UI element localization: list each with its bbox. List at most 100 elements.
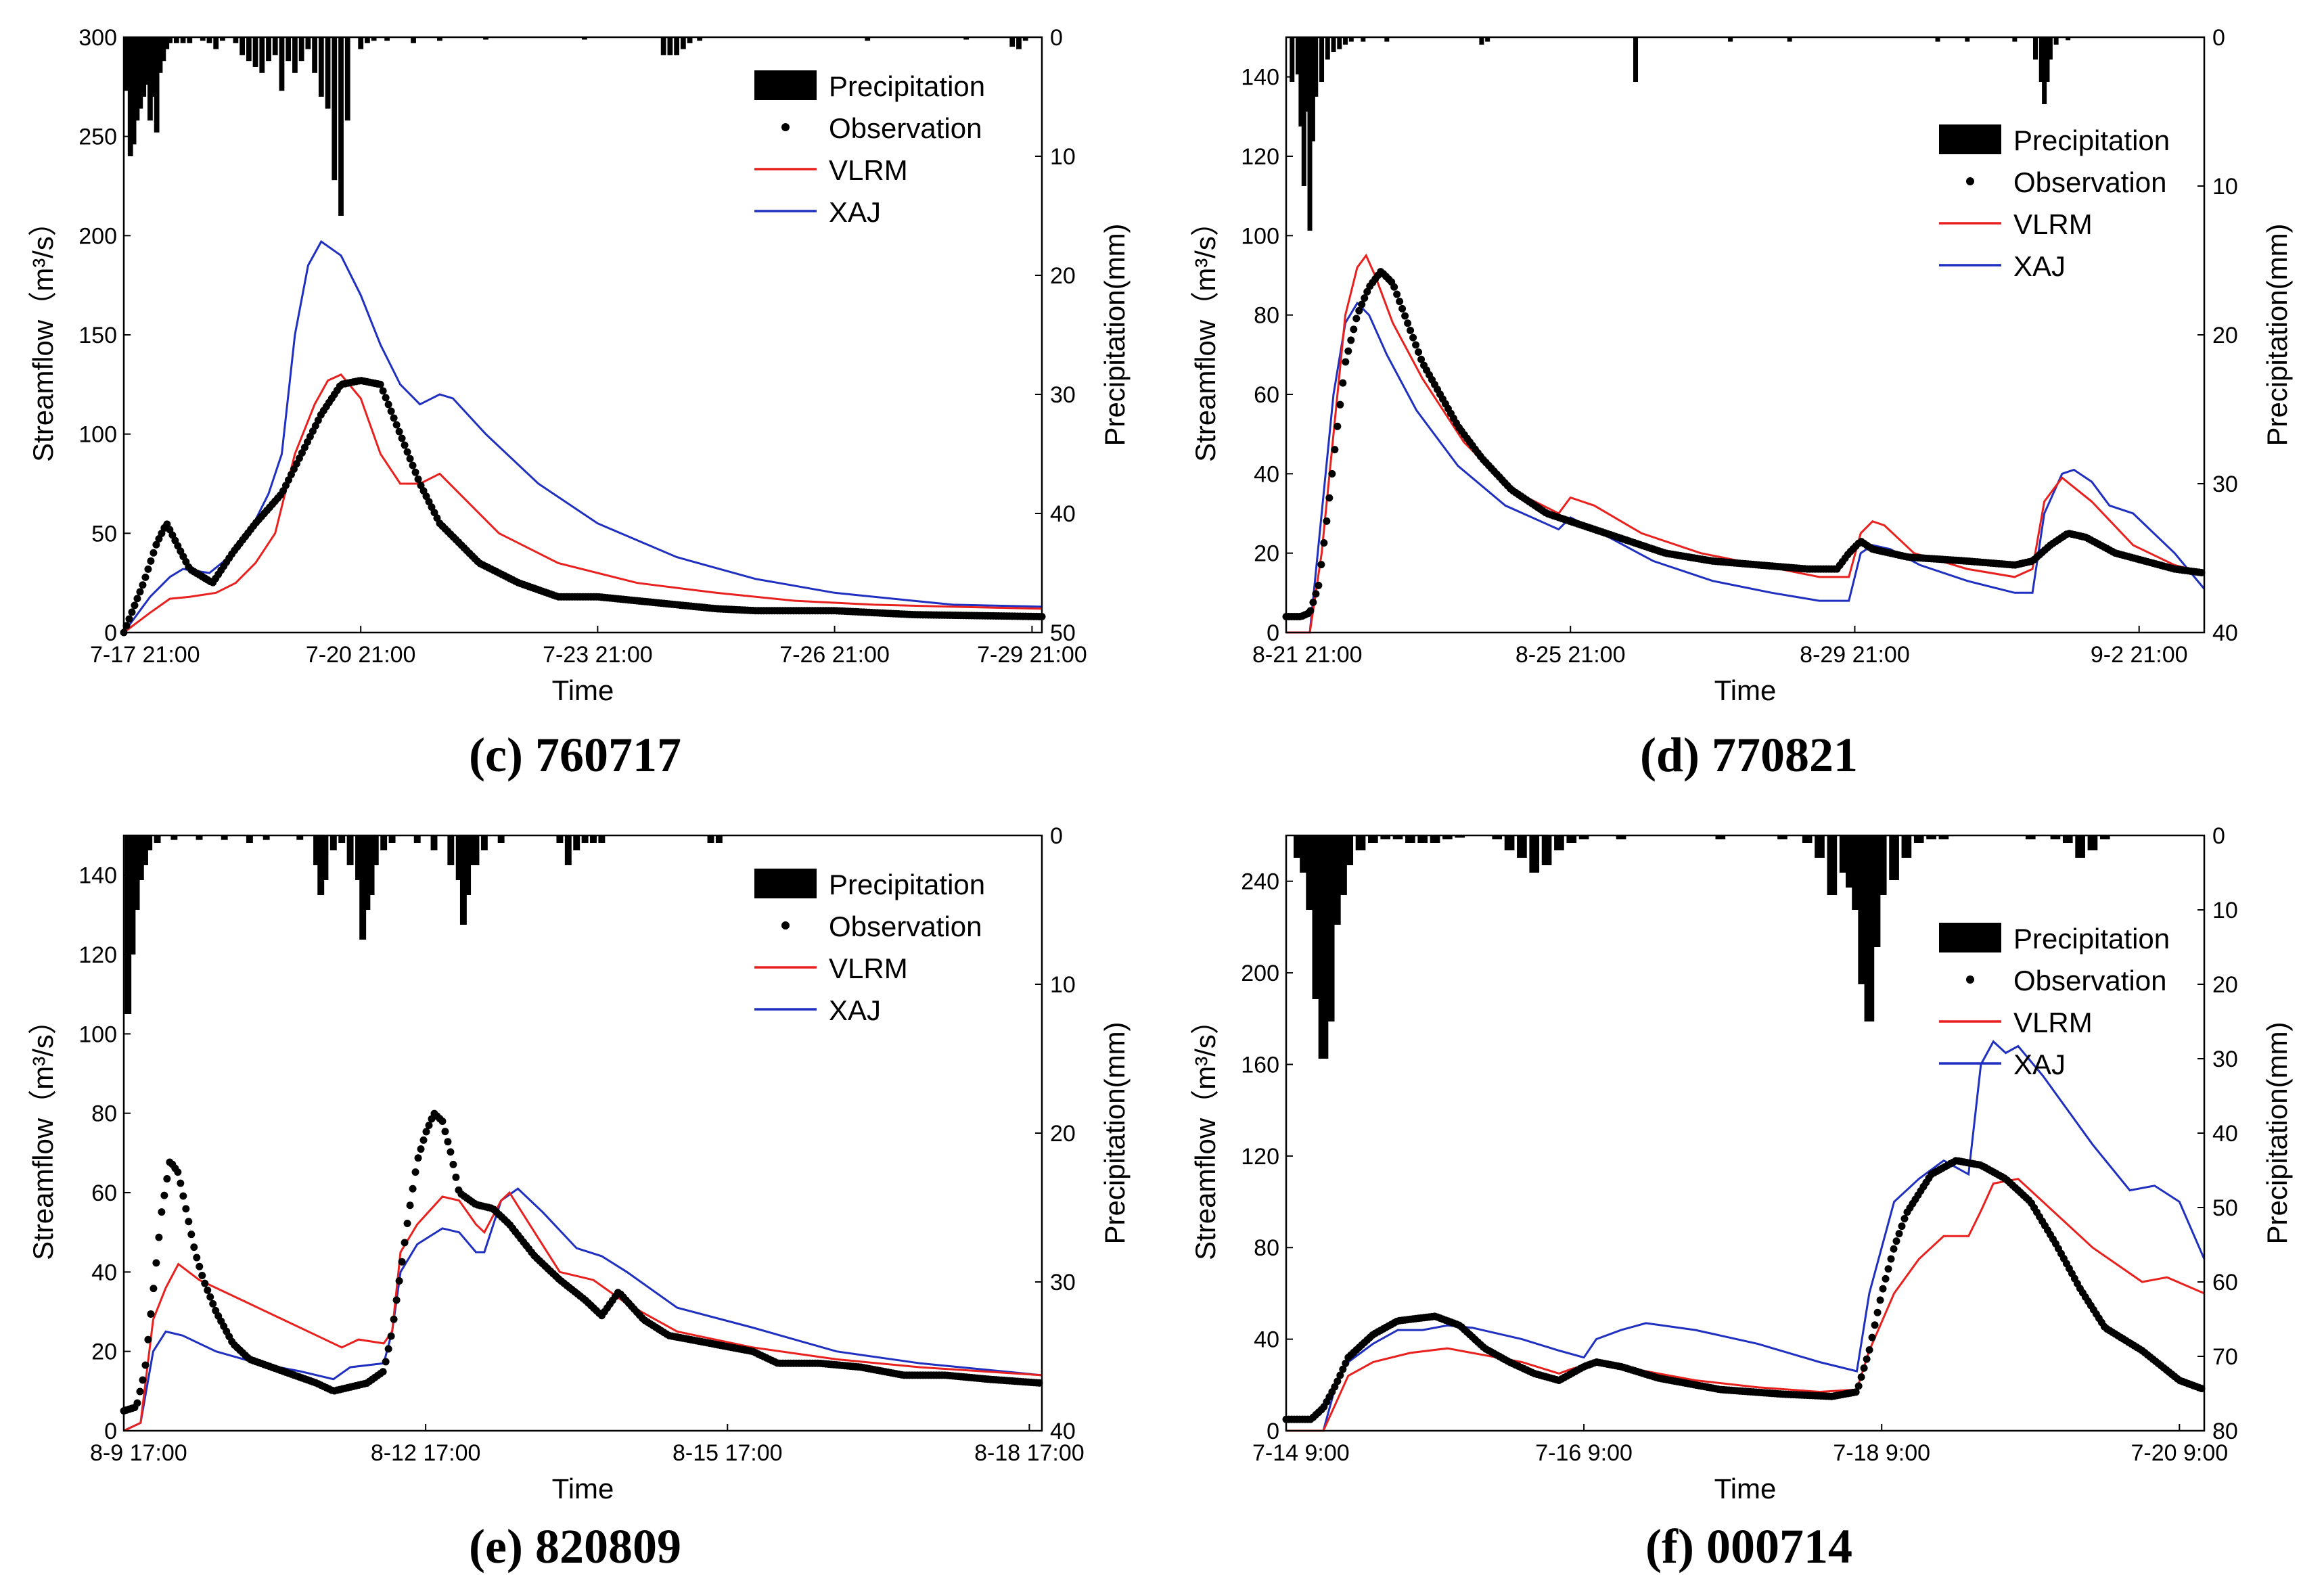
precipitation-bar [380,835,388,850]
y-tick-label: 120 [1241,144,1279,170]
precipitation-bar [1554,835,1564,850]
observation-point [1339,1365,1347,1373]
precipitation-bar [1479,37,1484,45]
observation-point [401,441,409,449]
precipitation-bar [355,835,362,880]
legend-label: XAJ [2013,1049,2066,1080]
observation-point [133,595,141,603]
observation-point [1863,1355,1871,1363]
precipitation-bar [312,37,317,73]
observation-point [398,1258,406,1266]
precipitation-bar [154,37,160,133]
precipitation-bar [1368,835,1378,843]
observation-point [1884,1265,1892,1273]
observation-point [1404,319,1412,327]
observation-point [1344,347,1352,355]
y-tick-label: 20 [1254,541,1279,567]
precipitation-bar [213,37,219,49]
vlrm-series-line [123,373,1043,634]
x-tick-label: 7-20 21:00 [306,642,416,668]
y2-tick-label: 60 [2212,1270,2238,1295]
observation-point [1417,355,1426,363]
caption-f: (f) 000714 [1645,1519,1852,1573]
precipitation-bar [338,835,346,843]
observation-point [206,1293,214,1301]
precipitation-bar [371,37,377,41]
observation-point [411,1168,419,1176]
precipitation-bar [707,835,714,843]
precipitation-bar [1313,37,1319,97]
xaj-series-line [122,239,1043,633]
observation-point [201,1279,209,1287]
precipitation-bar [180,37,186,43]
legend-swatch-precipitation [1939,923,2001,952]
legend-swatch-precipitation [754,70,817,100]
observation-point [403,1220,411,1228]
observation-point [1409,334,1417,342]
precipitation-bar [1301,37,1306,186]
precipitation-bar [1337,37,1342,49]
precipitation-bar [2099,835,2110,840]
precipitation-bar [2032,37,2038,60]
precipitation-bar [221,835,228,840]
y-tick-label: 80 [91,1101,117,1127]
precipitation-bar [2045,37,2050,82]
precipitation-bar [697,37,703,41]
observation-point [139,581,147,589]
precipitation-bar [556,835,564,843]
observation-point [1868,1333,1876,1341]
precipitation-bar [131,37,137,145]
y-tick-label: 160 [1241,1052,1279,1078]
precipitation-bar [2087,835,2098,850]
observation-point [1390,283,1398,291]
observation-point [1323,517,1331,525]
y2-tick-label: 70 [2212,1344,2238,1370]
x-axis-title: Time [1714,674,1777,706]
y2-tick-label: 0 [2212,25,2225,51]
observation-point [163,1175,171,1183]
y-tick-label: 40 [1254,461,1279,487]
observation-point [1890,1245,1898,1253]
y-tick-label: 60 [91,1180,117,1206]
observation-point [158,1208,166,1216]
precipitation-bar [147,37,153,121]
observation-point [209,1300,217,1308]
observation-point [1350,325,1358,334]
observation-point [1328,469,1336,478]
y-tick-label: 0 [104,620,117,646]
observation-point [444,1138,452,1146]
precipitation-bars [124,37,1028,216]
observation-point [406,455,414,463]
precipitation-bar [1355,835,1366,850]
y2-tick-label: 20 [1050,263,1076,289]
observation-point [414,1154,422,1162]
precipitation-bar [1380,835,1391,840]
precipitation-bar [1455,835,1465,838]
y-axis-left: 0 20 40 60 80 100 120 140 [78,863,131,1444]
legend-label: Precipitation [829,70,985,102]
observation-point [1342,1359,1350,1367]
y-tick-label: 140 [1241,65,1279,91]
precipitation-bar [581,835,589,843]
xaj-series-line [1286,1040,2206,1432]
precipitation-bar [1517,835,1527,858]
precipitation-bar [497,835,505,843]
observation-point [452,1173,460,1181]
x-tick-label: 9-2 21:00 [2091,642,2188,668]
xaj-series-line [123,1187,1043,1432]
precipitation-bar [480,835,488,850]
precipitation-bar [363,835,371,910]
observation-point [1871,1321,1879,1329]
x-tick-label: 8-18 17:00 [974,1440,1085,1466]
precipitation-bar [206,37,212,43]
observation-point [141,1361,150,1369]
y-axis-title: Streamflow（m³/s） [1189,208,1221,462]
precipitation-bar [573,835,580,850]
precipitation-bar [266,37,271,62]
precipitation-bar [1541,835,1552,865]
precipitation-bar [173,37,179,43]
precipitation-bar [141,37,147,97]
precipitation-bar [437,37,442,41]
precipitation-bar [483,37,488,40]
